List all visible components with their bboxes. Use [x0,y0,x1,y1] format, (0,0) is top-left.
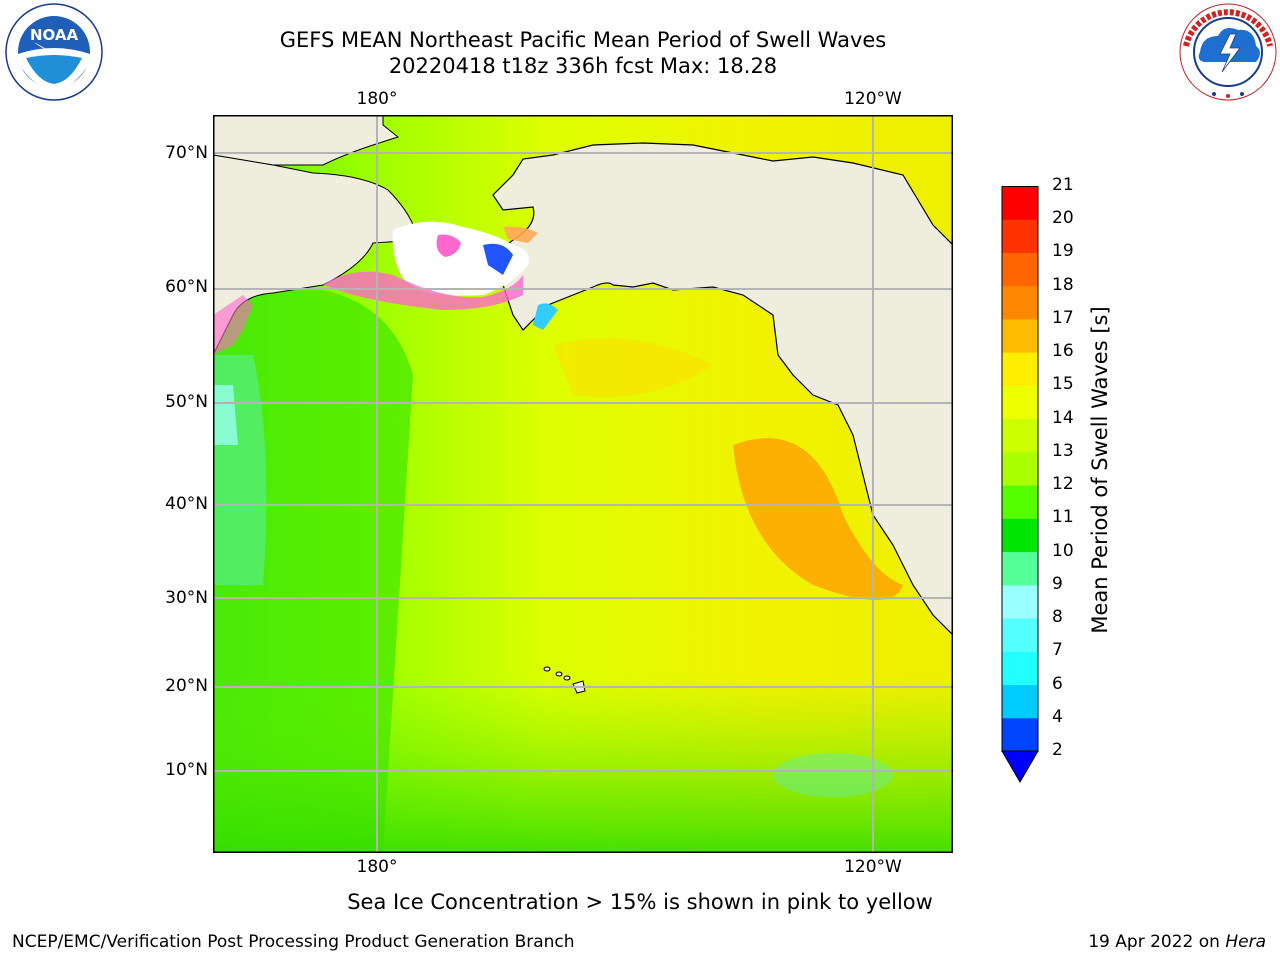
colorbar-swatch [1002,252,1038,287]
map-frame [213,115,953,853]
sea-ice-note: Sea Ice Concentration > 15% is shown in … [347,890,933,914]
colorbar-tick-label: 16 [1052,341,1074,362]
cook-inlet-zone [533,303,558,330]
colorbar-tick-label: 15 [1052,374,1074,395]
swell-period-map [213,115,953,853]
colorbar-tick-label: 13 [1052,440,1074,461]
ice-west-edge [213,295,253,355]
sea-ice-clear-zone [392,221,529,296]
colorbar-tick-label: 12 [1052,474,1074,495]
chart-title: GEFS MEAN Northeast Pacific Mean Period … [279,28,887,52]
noaa-logo-text: NOAA [30,26,79,44]
sea-ice-high-concentration [436,234,461,257]
chukotka-land [213,154,419,356]
colorbar-tick-label: 7 [1052,640,1063,661]
gulf-of-alaska-zone [553,338,713,397]
colorbar-swatch [1002,485,1038,519]
colorbar-swatch [1002,186,1038,220]
lat-label-70n: 70°N [165,143,208,163]
lat-label-10n: 10°N [165,760,208,780]
colorbar-swatch [1002,451,1038,486]
lat-label-20n: 20°N [165,676,208,696]
colorbar-swatch [1002,717,1038,752]
lon-label-bottom-180: 180° [356,857,398,877]
colorbar-tick-label: 2 [1052,740,1063,760]
colorbar-tick-label: 10 [1052,540,1074,561]
colorbar-swatch [1002,219,1038,253]
colorbar-swatch [1002,418,1038,453]
colorbar-swatch [1002,684,1038,719]
southern-9s-zone [773,753,893,797]
colorbar-swatch [1002,618,1038,652]
run-date: 19 Apr 2022 on [1088,932,1226,952]
sea-ice-bay-zone [483,243,513,275]
colorbar-swatch [1002,352,1038,386]
chart-subtitle: 20220418 t18z 336h fcst Max: 18.28 [388,54,778,78]
colorbar-tick-label: 19 [1052,241,1074,262]
colorbar-swatch [1002,518,1038,553]
long-period-swell-zone [733,438,903,600]
colorbar-extend-arrow [1001,750,1039,783]
colorbar-tick-label: 4 [1052,706,1063,727]
lat-label-30n: 30°N [165,588,208,608]
colorbar-swatch [1002,651,1038,686]
ice-fringe-orange [503,226,538,243]
producer-credit: NCEP/EMC/Verification Post Processing Pr… [12,932,575,952]
colorbar-label: Mean Period of Swell Waves [s] [1088,306,1112,634]
lat-label-60n: 60°N [165,277,208,297]
lon-label-top-120w: 120°W [844,89,902,109]
colorbar-swatch [1002,551,1038,586]
host-name: Hera [1225,932,1266,952]
colorbar-swatch [1002,584,1038,619]
lat-label-50n: 50°N [165,392,208,412]
colorbar-tick-label: 8 [1052,607,1063,628]
colorbar-tick-label: 18 [1052,274,1074,295]
colorbar [1001,186,1039,783]
sea-ice-edge [323,271,523,310]
run-date-credit: 19 Apr 2022 on Hera [1088,932,1266,952]
lat-label-40n: 40°N [165,494,208,514]
colorbar-swatch [1002,318,1038,353]
colorbar-tick-label: 14 [1052,407,1074,428]
graticule [213,115,953,853]
lon-label-top-180: 180° [356,89,398,109]
hawaii-islands [543,666,586,694]
colorbar-tick-label: 17 [1052,307,1074,328]
noaa-logo-icon: NOAA [5,3,103,101]
colorbar-tick-label: 9 [1052,573,1063,594]
colorbar-tick-label: 11 [1052,507,1074,528]
colorbar-tick-label: 6 [1052,673,1063,694]
western-8s-zone [213,385,238,445]
colorbar-tick-label: 20 [1052,208,1074,229]
lon-label-bottom-120w: 120°W [844,857,902,877]
nws-logo-icon [1179,3,1277,101]
colorbar-swatch [1002,285,1038,320]
colorbar-swatch [1002,385,1038,420]
colorbar-tick-label: 21 [1052,175,1074,195]
